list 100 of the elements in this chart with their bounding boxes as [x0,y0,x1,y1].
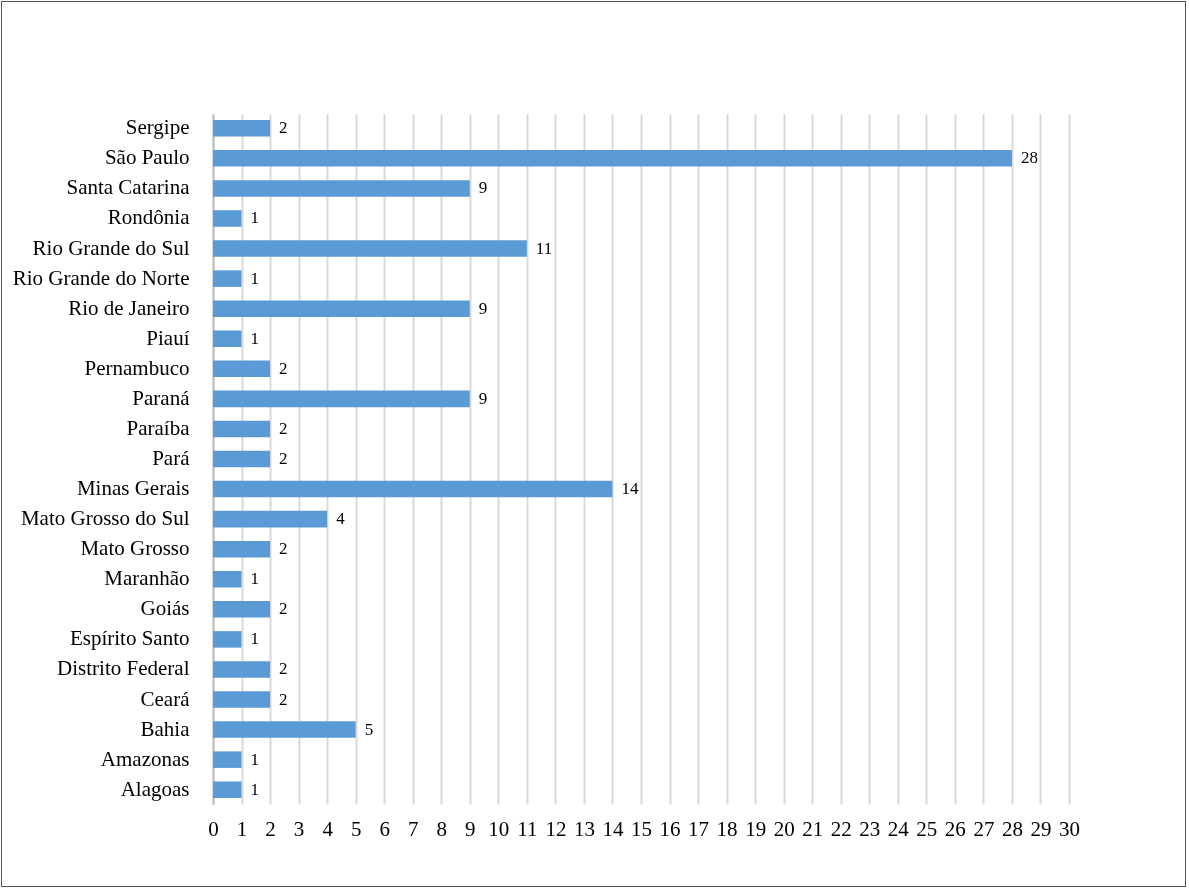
x-tick-label: 13 [573,816,595,841]
x-tick-label: 12 [545,816,567,841]
y-tick-label: Rondônia [107,205,191,230]
data-label: 2 [279,659,288,679]
bar [213,240,527,257]
y-tick-label: Santa Catarina [66,175,191,200]
data-label: 1 [250,749,260,769]
y-tick-label: Amazonas [100,746,190,771]
bar [213,691,271,708]
bar [213,300,470,317]
data-label: 1 [250,779,260,799]
x-tick-label: 4 [322,816,334,841]
x-tick-label: 6 [379,816,390,841]
bar [213,390,470,408]
x-tick-label: 23 [859,816,881,841]
x-tick-label: 18 [716,816,738,841]
y-tick-label: Pará [152,446,191,470]
data-label: 2 [279,358,288,378]
x-tick-label: 7 [407,816,419,841]
bar [213,510,328,528]
y-tick-label: Mato Grosso do Sul [20,506,190,531]
y-tick-label: Bahia [140,716,191,741]
x-tick-label: 14 [602,816,624,841]
bar [213,661,271,678]
x-tick-label: 27 [973,816,995,841]
data-label: 2 [279,539,288,559]
x-tick-label: 30 [1059,816,1080,841]
x-tick-label: 20 [773,816,795,841]
x-tick-label: 9 [465,816,476,841]
y-tick-label: Goiás [140,596,190,621]
y-tick-label: Minas Gerais [76,476,190,501]
data-label: 2 [279,449,288,468]
x-tick-label: 17 [688,816,710,841]
bar [213,420,271,438]
data-label: 1 [250,569,260,589]
x-tick-label: 8 [436,816,448,841]
data-label: 9 [478,178,488,198]
x-tick-label: 29 [1030,816,1052,841]
bar [213,270,242,287]
x-tick-label: 28 [1001,816,1023,841]
bar [213,781,242,798]
y-tick-label: Distrito Federal [57,656,190,681]
bar [213,540,271,558]
bar [213,210,242,227]
x-tick-label: 1 [236,816,248,841]
x-tick-label: 24 [887,816,910,841]
bar [213,601,271,618]
x-tick-label: 0 [208,816,219,841]
data-label: 11 [535,238,553,258]
bar [213,150,1012,167]
x-tick-label: 2 [265,816,276,841]
x-tick-label: 3 [293,816,305,841]
data-label: 14 [621,479,639,499]
bar [213,480,613,498]
y-tick-label: São Paulo [104,145,190,170]
bar [213,180,470,197]
x-tick-label: 19 [745,816,767,841]
y-tick-label: Rio Grande do Sul [32,235,190,260]
data-label: 1 [250,629,260,649]
data-label: 1 [250,208,260,228]
x-tick-label: 16 [659,816,681,841]
bar [213,120,271,137]
data-label: 28 [1020,148,1038,168]
data-label: 9 [478,388,488,408]
y-tick-label: Rio de Janeiro [68,295,190,320]
x-tick-label: 22 [830,816,852,841]
x-tick-label: 15 [631,816,652,841]
data-label: 2 [279,689,288,709]
data-label: 1 [250,328,260,348]
y-tick-label: Paraná [132,385,191,410]
bar [213,751,242,768]
bar [213,631,242,648]
bar [213,570,242,588]
y-tick-label: Pernambuco [84,355,190,380]
bar [213,360,271,378]
data-label: 1 [250,268,260,288]
y-tick-label: Mato Grosso [80,536,190,561]
data-label: 2 [279,599,288,619]
x-tick-label: 5 [350,816,362,841]
y-tick-label: Espírito Santo [69,626,190,651]
bar [213,450,271,468]
y-tick-label: Alagoas [120,776,190,801]
x-tick-label: 21 [802,816,824,841]
x-tick-label: 10 [488,816,510,841]
data-label: 2 [279,118,288,138]
y-tick-label: Sergipe [125,115,190,140]
x-tick-label: 11 [517,816,538,841]
bar [213,721,356,738]
data-label: 2 [279,418,288,438]
y-tick-label: Paraíba [126,415,191,440]
data-label: 5 [364,719,374,739]
y-tick-label: Piauí [146,325,190,350]
y-tick-label: Maranhão [104,566,190,591]
bar [213,330,242,348]
x-tick-label: 26 [944,816,966,841]
y-tick-label: Ceará [140,686,191,711]
x-tick-label: 25 [916,816,938,841]
data-label: 4 [336,509,346,529]
y-tick-label: Rio Grande do Norte [12,265,190,290]
data-label: 9 [478,298,488,318]
